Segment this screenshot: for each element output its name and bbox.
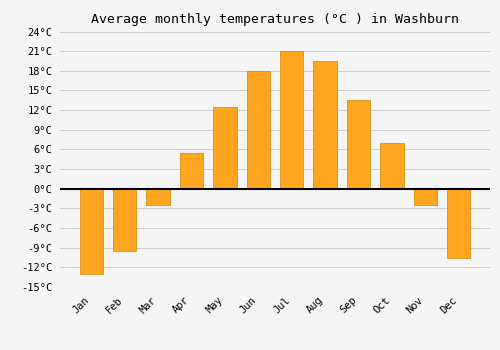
Bar bbox=[380, 143, 404, 189]
Bar bbox=[213, 107, 236, 189]
Bar bbox=[314, 61, 337, 189]
Bar bbox=[180, 153, 203, 189]
Bar bbox=[146, 189, 170, 205]
Bar bbox=[80, 189, 103, 274]
Bar bbox=[113, 189, 136, 251]
Bar bbox=[280, 51, 303, 189]
Title: Average monthly temperatures (°C ) in Washburn: Average monthly temperatures (°C ) in Wa… bbox=[91, 13, 459, 26]
Bar bbox=[246, 71, 270, 189]
Bar bbox=[447, 189, 470, 258]
Bar bbox=[414, 189, 437, 205]
Bar bbox=[347, 100, 370, 189]
